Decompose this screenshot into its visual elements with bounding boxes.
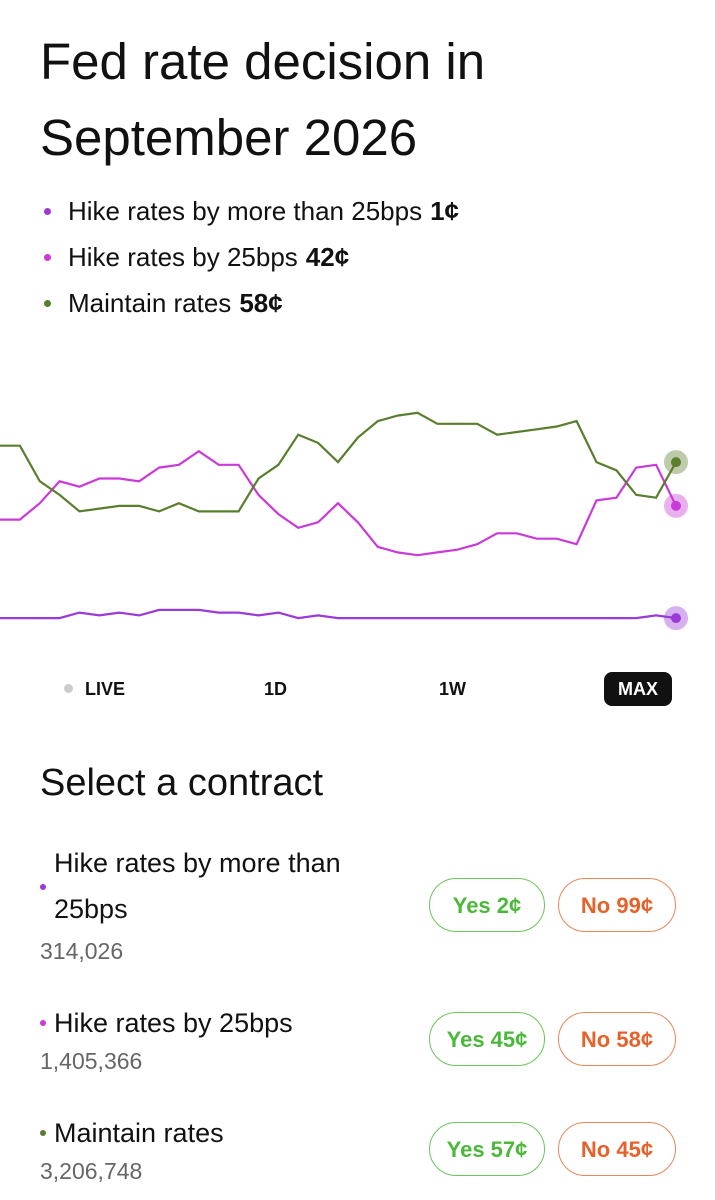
legend-item: Maintain rates 58¢ — [44, 280, 459, 326]
range-tab[interactable]: 1W — [425, 672, 480, 706]
title: Fed rate decision in September 2026 — [40, 33, 486, 166]
legend-price: 1¢ — [430, 195, 459, 226]
section-title: Select a contract — [40, 762, 324, 804]
range-tabs: LIVE 1D 1W MAX — [0, 672, 715, 706]
range-tab[interactable]: MAX — [604, 672, 672, 706]
chart — [0, 411, 688, 631]
legend-item: Hike rates by 25bps 42¢ — [44, 234, 459, 280]
contract-volume: 1,405,366 — [40, 1048, 143, 1074]
range-tab[interactable]: 1D — [250, 672, 301, 706]
yes-button[interactable]: Yes 2¢ — [429, 878, 545, 932]
contract-name: Hike rates by more than 25bps — [54, 848, 341, 924]
contract-volume: 314,026 — [40, 938, 124, 964]
series-line — [0, 411, 677, 513]
contract-dot — [40, 1130, 46, 1136]
contract-row: Hike rates by 25bps 1,405,366 Yes 45¢ No 58… — [40, 1000, 676, 1090]
contract-name: Maintain rates — [54, 1118, 224, 1148]
range-label: LIVE — [85, 679, 126, 699]
range-tab[interactable]: LIVE — [50, 672, 139, 706]
end-point — [671, 457, 681, 468]
yes-button[interactable]: Yes 45¢ — [429, 1012, 545, 1066]
end-point — [671, 613, 681, 624]
live-dot — [64, 683, 73, 693]
legend: Hike rates by more than 25bps 1¢ Hike rate… — [44, 188, 459, 326]
series-line — [0, 608, 677, 620]
contract-volume: 3,206,748 — [40, 1158, 143, 1184]
no-button[interactable]: No 45¢ — [558, 1122, 676, 1176]
contract-name: Hike rates by 25bps — [54, 1008, 293, 1038]
contract-dot — [40, 1020, 46, 1026]
legend-label: Hike rates by more than 25bps — [68, 195, 423, 226]
end-point — [671, 500, 681, 511]
legend-dot — [44, 299, 51, 307]
range-label: 1D — [264, 679, 288, 699]
legend-label: Maintain rates — [68, 287, 232, 318]
series-line — [0, 449, 677, 557]
contract-row: Maintain rates 3,206,748 Yes 57¢ No 45¢ — [40, 1110, 676, 1200]
legend-price: 42¢ — [305, 241, 350, 272]
legend-dot — [44, 253, 51, 261]
range-label: MAX — [618, 679, 658, 699]
legend-price: 58¢ — [239, 287, 283, 318]
contract-row: Hike rates by more than 25bps 314,026 Yes … — [40, 840, 676, 964]
contract-dot — [40, 884, 46, 890]
yes-button[interactable]: Yes 57¢ — [429, 1122, 545, 1176]
no-button[interactable]: No 99¢ — [558, 878, 676, 932]
no-button[interactable]: No 58¢ — [558, 1012, 676, 1066]
legend-item: Hike rates by more than 25bps 1¢ — [44, 188, 459, 234]
range-label: 1W — [439, 679, 466, 699]
legend-label: Hike rates by 25bps — [68, 241, 298, 272]
legend-dot — [44, 207, 51, 215]
